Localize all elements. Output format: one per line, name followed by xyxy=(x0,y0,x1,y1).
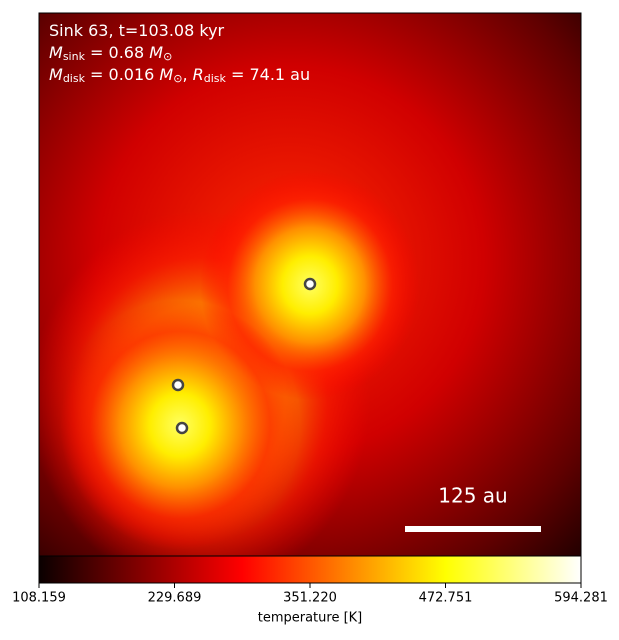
colorbar-tick-label: 229.689 xyxy=(148,591,202,606)
colorbar-label: temperature [K] xyxy=(258,611,363,626)
annotation-part: = 74.1 au xyxy=(226,65,310,84)
annotation-part: disk xyxy=(63,72,86,85)
heatmap xyxy=(39,13,581,556)
colorbar-ticks: 108.159 229.689 351.220 472.751 594.281 xyxy=(12,583,608,606)
annotation-part: , xyxy=(182,65,192,84)
annotation-part: disk xyxy=(204,72,227,85)
annotation-part: = 0.016 xyxy=(85,65,159,84)
colorbar-tick-label: 351.220 xyxy=(283,591,337,606)
annotation: Msink = 0.68 M⊙ xyxy=(49,43,172,64)
colorbar-tick-label: 108.159 xyxy=(12,591,66,606)
annotation-part: M xyxy=(49,43,63,62)
colorbar-tick-label: 472.751 xyxy=(419,591,473,606)
annotation-part: = 0.68 xyxy=(85,43,149,62)
annotation-part: ⊙ xyxy=(163,50,172,63)
annotation-part: M xyxy=(49,65,63,84)
annotation: Sink 63, t=103.08 kyr xyxy=(49,21,225,40)
scale-bar-label: 125 au xyxy=(438,484,507,508)
annotation: Mdisk = 0.016 M⊙, Rdisk = 74.1 au xyxy=(49,65,310,86)
colorbar xyxy=(38,555,582,584)
sink xyxy=(303,277,317,291)
colorbar-tick-label: 594.281 xyxy=(554,591,608,606)
annotation-part: ⊙ xyxy=(173,72,182,85)
sink xyxy=(171,378,185,392)
sink xyxy=(175,421,189,435)
annotation-part: Sink 63, t=103.08 kyr xyxy=(49,21,225,40)
annotation-part: M xyxy=(149,43,163,62)
annotation-part: R xyxy=(193,65,204,84)
annotation-part: sink xyxy=(63,50,86,63)
sinks xyxy=(171,277,317,435)
annotation-part: M xyxy=(159,65,173,84)
